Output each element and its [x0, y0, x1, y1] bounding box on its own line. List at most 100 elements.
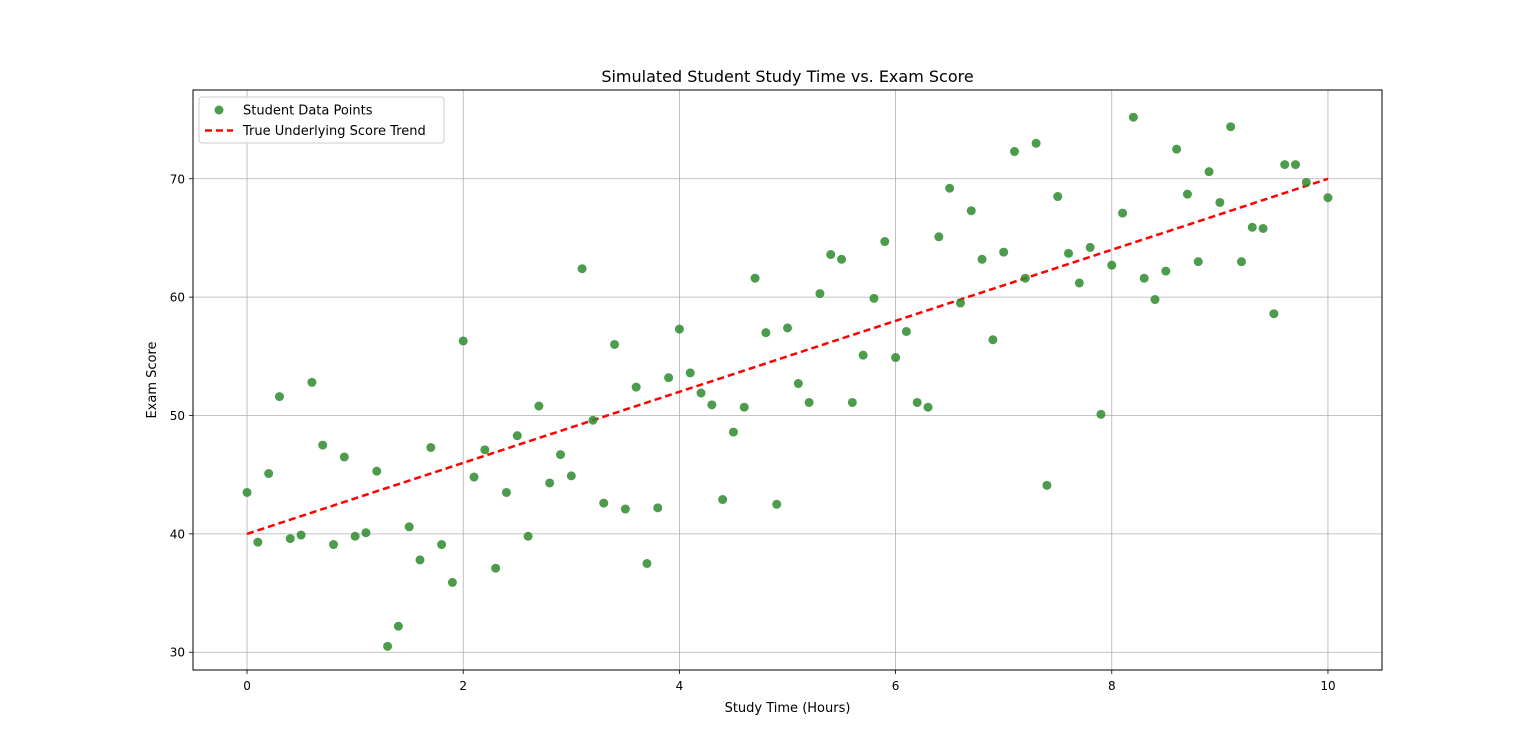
data-point — [750, 273, 760, 283]
data-point — [242, 487, 252, 497]
data-point — [1020, 273, 1030, 283]
data-point — [588, 415, 598, 425]
data-point — [566, 471, 576, 481]
data-point — [480, 445, 490, 455]
data-point — [934, 232, 944, 242]
data-point — [999, 247, 1009, 257]
data-point — [1139, 273, 1149, 283]
data-point — [1085, 242, 1095, 252]
data-point — [253, 537, 263, 547]
data-point — [534, 401, 544, 411]
data-point — [556, 450, 566, 460]
x-tick-label: 0 — [243, 679, 251, 693]
data-point — [393, 621, 403, 631]
data-point — [912, 397, 922, 407]
legend: Student Data Points True Underlying Scor… — [198, 96, 445, 144]
data-point — [739, 402, 749, 412]
legend-scatter-marker — [214, 105, 224, 115]
data-point — [296, 530, 306, 540]
data-point — [880, 237, 890, 247]
data-point — [512, 431, 522, 441]
data-point — [1323, 193, 1333, 203]
data-point — [1009, 147, 1019, 157]
axis-ticks: 0 2 4 6 8 10 30 40 50 60 70 — [170, 172, 1336, 693]
data-point — [793, 379, 803, 389]
data-point — [1128, 112, 1138, 122]
data-point — [718, 495, 728, 505]
x-tick-label: 2 — [459, 679, 467, 693]
data-point — [1280, 160, 1290, 170]
data-point — [1150, 295, 1160, 305]
data-point — [1269, 309, 1279, 319]
plot-frame — [192, 89, 1383, 671]
y-tick-label: 60 — [170, 291, 185, 305]
legend-box — [198, 96, 445, 144]
data-point — [350, 531, 360, 541]
data-point — [1236, 257, 1246, 267]
data-point — [1215, 197, 1225, 207]
data-point — [1182, 189, 1192, 199]
data-point — [307, 377, 317, 387]
data-point — [772, 499, 782, 509]
data-point — [274, 392, 284, 402]
x-tick-label: 6 — [892, 679, 900, 693]
data-point — [696, 388, 706, 398]
data-point — [404, 522, 414, 532]
data-point — [264, 469, 274, 479]
x-tick-label: 10 — [1320, 679, 1335, 693]
data-point — [1042, 480, 1052, 490]
data-point — [1053, 192, 1063, 202]
data-point — [761, 328, 771, 338]
data-point — [620, 504, 630, 514]
data-point — [469, 472, 479, 482]
legend-label-trend: True Underlying Score Trend — [242, 124, 426, 139]
data-point — [501, 487, 511, 497]
data-point — [901, 326, 911, 336]
legend-label-data-points: Student Data Points — [243, 104, 373, 119]
data-point — [945, 183, 955, 193]
data-point — [685, 368, 695, 378]
data-point — [1301, 177, 1311, 187]
data-point — [1258, 223, 1268, 233]
data-point — [837, 254, 847, 264]
data-point — [491, 563, 501, 573]
trend-line — [246, 177, 1329, 536]
y-tick-label: 40 — [170, 527, 185, 541]
data-point — [1031, 138, 1041, 148]
data-point — [966, 206, 976, 216]
x-tick-label: 8 — [1108, 679, 1116, 693]
data-point — [869, 293, 879, 303]
x-axis-label: Study Time (Hours) — [725, 701, 851, 716]
data-point — [383, 641, 393, 651]
trend-line-layer — [246, 177, 1329, 536]
data-point — [664, 373, 674, 383]
data-point — [858, 350, 868, 360]
data-point — [437, 540, 447, 550]
data-point — [891, 353, 901, 363]
x-tick-label: 4 — [676, 679, 684, 693]
data-point — [426, 442, 436, 452]
data-point — [1118, 208, 1128, 218]
data-point — [847, 397, 857, 407]
data-point — [339, 452, 349, 462]
data-point — [1204, 167, 1214, 177]
data-point — [988, 335, 998, 345]
data-point — [815, 289, 825, 299]
data-point — [804, 397, 814, 407]
data-points — [242, 112, 1333, 651]
data-point — [1226, 122, 1236, 132]
data-point — [1074, 278, 1084, 288]
data-point — [1247, 222, 1257, 232]
data-point — [1193, 257, 1203, 267]
y-tick-label: 50 — [170, 409, 185, 423]
data-point — [1291, 160, 1301, 170]
data-point — [610, 339, 620, 349]
grid-lines — [193, 90, 1382, 670]
data-point — [1172, 144, 1182, 154]
data-point — [955, 298, 965, 308]
data-point — [458, 336, 468, 346]
y-tick-label: 30 — [170, 646, 185, 660]
data-point — [285, 534, 295, 544]
data-point — [707, 400, 717, 410]
